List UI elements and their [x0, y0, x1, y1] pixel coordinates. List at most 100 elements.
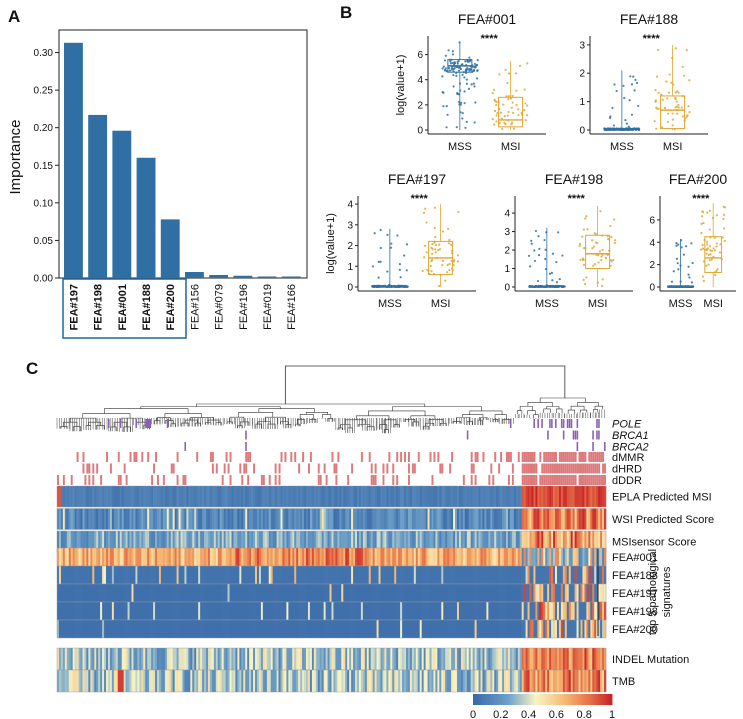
other-cell [270, 648, 273, 670]
boxplot-point [683, 74, 686, 77]
mutation-mark [598, 419, 600, 428]
signature-cell [256, 548, 260, 566]
signature-cell [456, 584, 460, 602]
signature-cell [192, 566, 195, 584]
signature-cell [598, 548, 601, 566]
score-cell [229, 508, 232, 530]
score-cell [370, 531, 373, 552]
signature-cell [447, 548, 450, 566]
other-cell [143, 670, 146, 692]
deficiency-mark [333, 463, 336, 474]
signature-cell [478, 548, 481, 566]
boxplot-point [708, 228, 711, 231]
other-cell [156, 648, 160, 670]
score-cell [362, 531, 366, 552]
signature-cell [107, 584, 111, 602]
signature-cell [551, 620, 554, 638]
score-cell [498, 531, 501, 552]
signature-cell [276, 548, 279, 566]
score-cell [149, 508, 152, 530]
other-cell [98, 670, 101, 692]
score-cell [492, 531, 495, 552]
signature-cell [372, 602, 375, 620]
score-cell [196, 531, 199, 552]
signature-cell [362, 548, 366, 566]
signature-cell [178, 620, 181, 638]
score-cell [523, 486, 526, 507]
deficiency-mark [509, 452, 512, 462]
boxplot-point [461, 117, 464, 120]
boxplot-point [591, 239, 594, 242]
boxplot-point [403, 285, 406, 288]
other-cell [374, 648, 377, 670]
signature-cell [153, 566, 156, 584]
mutation-mark [576, 442, 579, 451]
boxplot-point [445, 104, 448, 108]
signature-cell [270, 566, 273, 584]
signature-cell [439, 566, 442, 584]
other-cell [133, 648, 136, 670]
boxplot-point [613, 83, 616, 86]
signature-cell [72, 548, 75, 566]
other-cell [135, 670, 138, 692]
score-cell [351, 508, 354, 530]
signature-cell [600, 566, 603, 584]
signature-cell [207, 620, 211, 638]
score-cell [304, 531, 307, 552]
signature-cell [288, 548, 291, 566]
deficiency-mark [580, 463, 583, 474]
signature-cell [241, 548, 244, 566]
boxplot-point [453, 67, 456, 70]
boxplot-point [433, 241, 436, 244]
signature-cell [131, 584, 134, 602]
signature-cell [215, 566, 219, 584]
signature-cell [213, 620, 217, 638]
score-cell [237, 531, 240, 552]
deficiency-mark [602, 452, 605, 462]
deficiency-mark [229, 452, 232, 462]
signature-cell [115, 584, 119, 602]
signature-cell [135, 602, 138, 620]
score-cell [586, 486, 589, 507]
other-cell [445, 648, 448, 670]
score-cell [178, 508, 181, 530]
boxplot-point [470, 83, 473, 86]
colorbar-cell [520, 694, 524, 705]
other-cell [256, 670, 260, 692]
other-cell [531, 670, 534, 692]
signature-cell [145, 602, 148, 620]
signature-cell [60, 566, 64, 584]
boxplot-point [544, 248, 547, 251]
other-cell [186, 648, 189, 670]
score-cell [533, 486, 536, 507]
signature-cell [484, 566, 487, 584]
score-cell [237, 486, 240, 507]
score-cell [588, 486, 591, 507]
score-cell [482, 531, 485, 552]
other-cell [294, 670, 297, 692]
score-cell [68, 486, 72, 507]
score-cell [356, 508, 360, 530]
other-cell [256, 648, 260, 670]
deficiency-mark [598, 452, 601, 462]
signature-cell [370, 584, 373, 602]
other-cell [531, 648, 534, 670]
boxplot-point [425, 251, 428, 254]
signature-cell [129, 584, 132, 602]
signature-cell [486, 602, 489, 620]
deficiency-mark [564, 452, 567, 462]
signature-cell [96, 584, 99, 602]
signature-cell [298, 566, 301, 584]
score-cell [313, 486, 317, 507]
signature-cell [400, 620, 403, 638]
score-cell [86, 508, 89, 530]
colorbar-cell [530, 694, 533, 705]
other-cell [488, 648, 491, 670]
signature-cell [509, 602, 513, 620]
signature-cell [325, 566, 328, 584]
signature-cell [196, 602, 199, 620]
signature-cell [137, 602, 140, 620]
panel-b-letter: B [340, 3, 352, 22]
other-cell [153, 670, 156, 692]
signature-cell [411, 566, 415, 584]
